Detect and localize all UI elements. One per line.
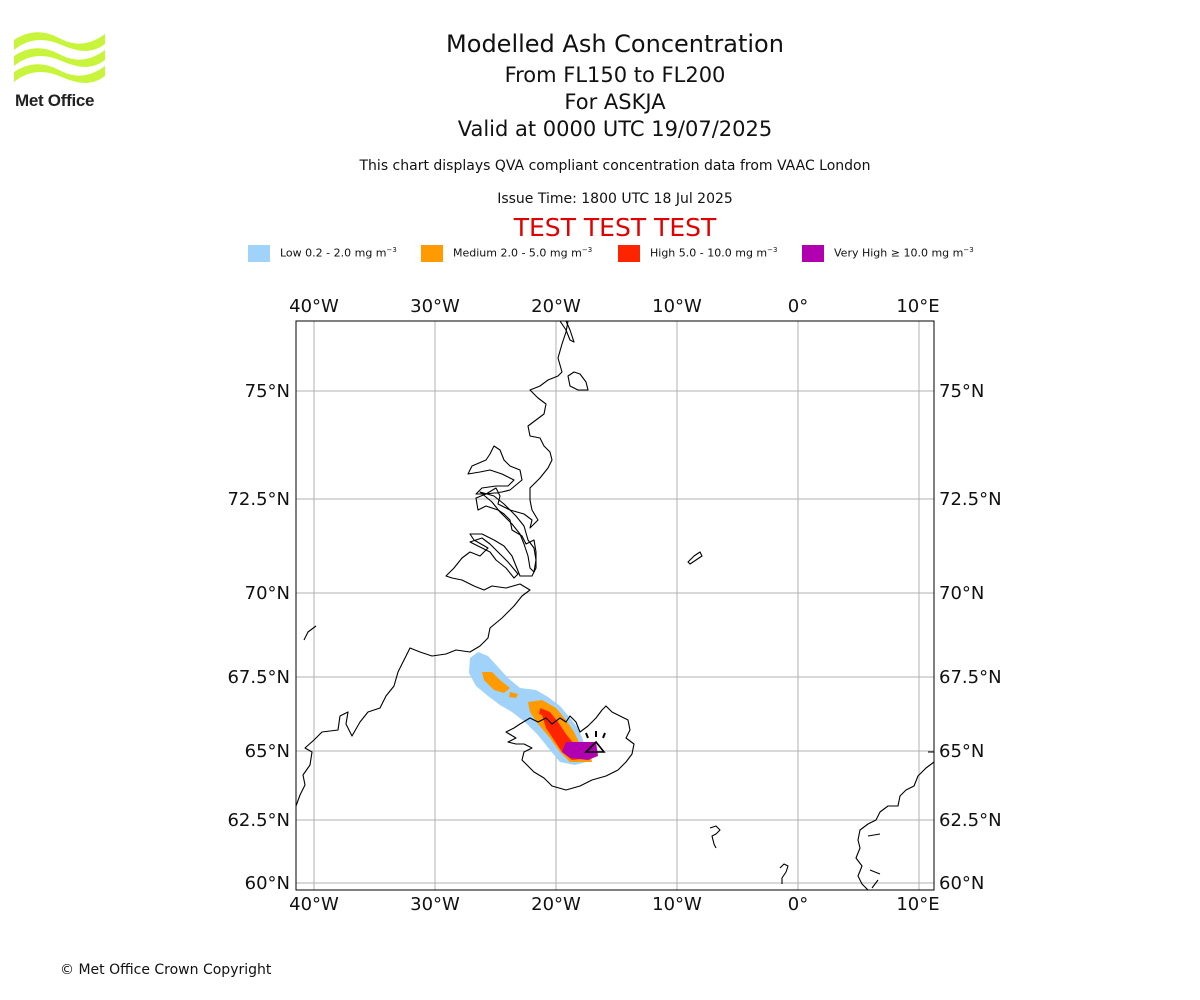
chart-subtitle: This chart displays QVA compliant concen… [359, 158, 871, 174]
lat-tick-right: 75°N [939, 381, 984, 402]
lon-tick-bottom: 40°W [289, 894, 339, 915]
coastline-greenland-island [559, 321, 575, 343]
lon-tick-bottom: 10°E [896, 894, 939, 915]
coastlines [296, 321, 934, 890]
coastline-greenland-fjord [479, 491, 537, 573]
graticule [296, 321, 934, 890]
coastline-norway-islands [867, 751, 934, 889]
coastline-greenland-island [567, 371, 589, 391]
lon-tick-bottom: 20°W [531, 894, 581, 915]
legend-swatch-very-high [802, 245, 824, 262]
ash-medium-region [509, 692, 518, 698]
legend-swatch-medium [421, 245, 443, 262]
valid-time: Valid at 0000 UTC 19/07/2025 [457, 117, 773, 141]
issue-time: Issue Time: 1800 UTC 18 Jul 2025 [497, 191, 733, 207]
lon-tick-bottom: 0° [788, 894, 808, 915]
legend-swatch-low [248, 245, 270, 262]
lon-tick-top: 30°W [410, 296, 460, 317]
lon-tick-top: 40°W [289, 296, 339, 317]
coastline-shetland [779, 863, 789, 884]
volcano-name: For ASKJA [564, 90, 666, 114]
lon-tick-top: 10°W [652, 296, 702, 317]
test-banner: TEST TEST TEST [513, 213, 717, 242]
ash-high-region [539, 709, 546, 716]
flight-levels: From FL150 to FL200 [504, 63, 726, 87]
lat-tick-left: 72.5°N [227, 489, 290, 510]
lat-tick-left: 62.5°N [227, 810, 290, 831]
lon-tick-bottom: 30°W [410, 894, 460, 915]
ash-very-high-region [562, 742, 598, 760]
lon-tick-top: 10°E [896, 296, 939, 317]
copyright: © Met Office Crown Copyright [60, 962, 272, 978]
lat-tick-right: 60°N [939, 873, 984, 894]
lat-tick-right: 67.5°N [939, 667, 1002, 688]
lat-tick-left: 75°N [245, 381, 290, 402]
legend-label-medium: Medium 2.0 - 5.0 mg m−3 [453, 246, 593, 260]
lat-tick-right: 72.5°N [939, 489, 1002, 510]
legend-label-very-high: Very High ≥ 10.0 mg m−3 [834, 246, 974, 260]
volcano-icon [584, 731, 606, 753]
logo-text: Met Office [15, 91, 95, 110]
coastline-faroe [709, 825, 721, 849]
map-frame [295, 320, 935, 891]
lat-tick-left: 65°N [245, 741, 290, 762]
ash-medium-region [482, 672, 510, 693]
coastline-jan-mayen [687, 551, 703, 565]
legend-label-high: High 5.0 - 10.0 mg m−3 [650, 246, 778, 260]
met-office-logo [14, 32, 105, 83]
coastline-greenland-south [303, 625, 317, 641]
lat-tick-right: 70°N [939, 583, 984, 604]
coastline-iceland [505, 705, 635, 791]
coastline-greenland-fjord [469, 537, 519, 579]
legend-label-low: Low 0.2 - 2.0 mg m−3 [280, 246, 397, 260]
lat-tick-right: 65°N [939, 741, 984, 762]
lat-tick-left: 60°N [245, 873, 290, 894]
coastline-greenland [296, 321, 569, 807]
lat-tick-right: 62.5°N [939, 810, 1002, 831]
lat-tick-left: 70°N [245, 583, 290, 604]
lon-tick-top: 0° [788, 296, 808, 317]
lon-tick-top: 20°W [531, 296, 581, 317]
coastline-norway [855, 761, 934, 890]
lon-tick-bottom: 10°W [652, 894, 702, 915]
lat-tick-left: 67.5°N [227, 667, 290, 688]
legend-swatch-high [618, 245, 640, 262]
chart-title: Modelled Ash Concentration [446, 30, 784, 58]
